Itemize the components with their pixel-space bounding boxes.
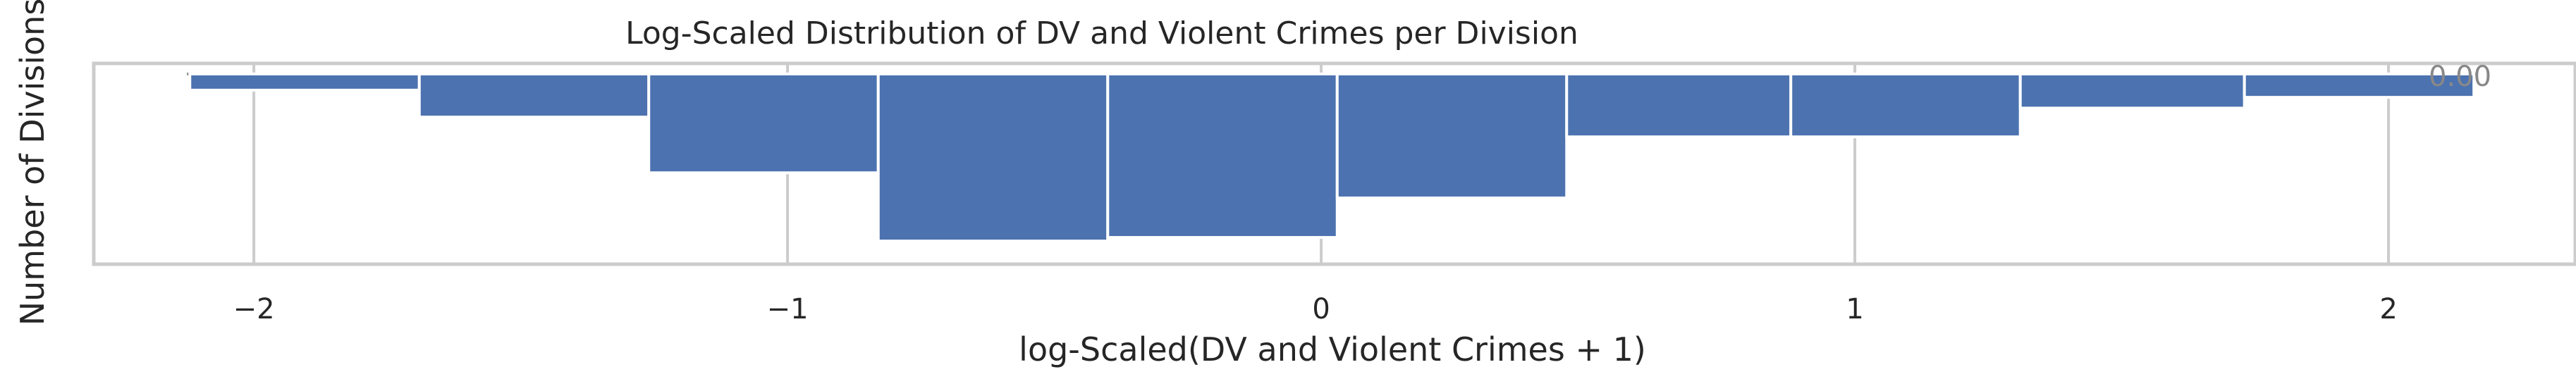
histogram-bar-2 xyxy=(647,73,880,175)
plot-frame xyxy=(92,61,2576,266)
chart-title: Log-Scaled Distribution of DV and Violen… xyxy=(625,15,1578,51)
histogram-bar-6 xyxy=(1565,73,1793,139)
x-tick-label: 1 xyxy=(1846,293,1863,325)
histogram-bars xyxy=(188,73,2476,243)
x-axis-label: log-Scaled(DV and Violent Crimes + 1) xyxy=(1019,330,1646,368)
histogram-bar-9 xyxy=(2243,73,2476,99)
x-tick-label: −1 xyxy=(767,293,809,325)
x-tick-label: 2 xyxy=(2379,293,2397,325)
y-axis-label: Number of Divisions xyxy=(13,0,51,325)
x-tick-label: −2 xyxy=(233,293,275,325)
histogram-bar-4 xyxy=(1106,73,1339,240)
histogram-bar-5 xyxy=(1335,73,1569,199)
histogram-bar-3 xyxy=(876,73,1110,243)
annotation-label: 0.00 xyxy=(2429,61,2491,93)
x-tick-labels: −2 −1 0 1 2 xyxy=(233,293,2398,325)
histogram-bar-0 xyxy=(188,73,421,92)
histogram-bar-7 xyxy=(1789,73,2022,139)
histogram-bar-8 xyxy=(2018,73,2246,110)
x-tick-label: 0 xyxy=(1312,293,1330,325)
histogram-bar-1 xyxy=(417,73,651,119)
